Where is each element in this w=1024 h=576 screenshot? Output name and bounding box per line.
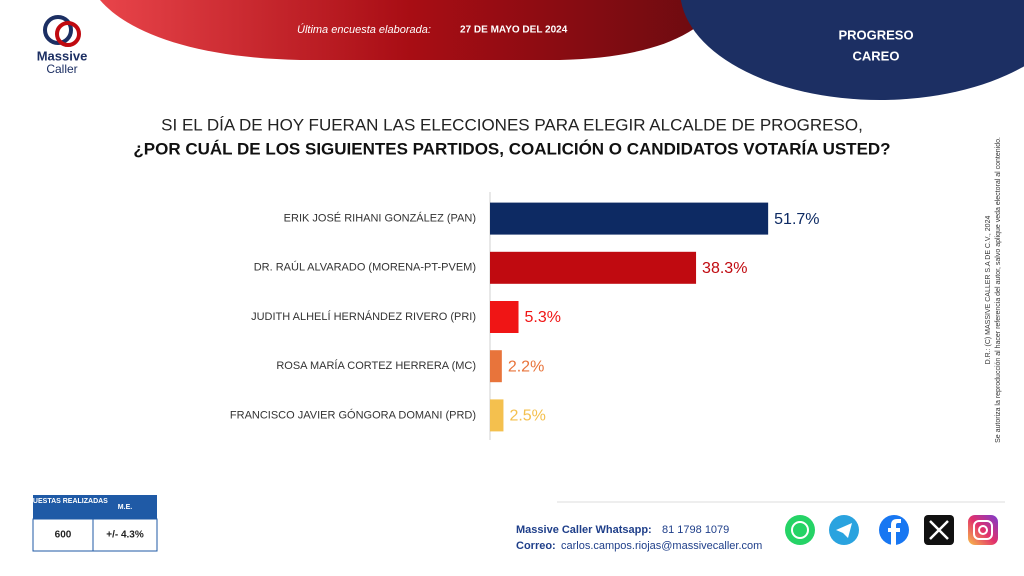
logo-text: Massive [37,48,88,63]
whatsapp-label: Massive Caller Whatsapp: [516,524,652,536]
whatsapp-icon[interactable] [785,515,815,545]
social-icons [785,515,998,545]
mode: CAREO [853,48,900,63]
category-label: FRANCISCO JAVIER GÓNGORA DOMANI (PRD) [230,408,476,421]
whatsapp: 81 1798 1079 [662,524,729,536]
side-note: D.R.: (C) MASSIVE CALLER S.A DE C.V., 20… [985,216,992,365]
summary-table [32,495,158,552]
value-label: 2.2% [508,358,544,375]
email-label: Correo: [516,540,556,552]
header-circle [680,0,1024,100]
bar [490,301,519,333]
survey-label: Última encuesta elaborada: [297,23,431,36]
bar [490,202,769,235]
email: carlos.campos.riojas@massivecaller.com [561,540,762,552]
table-header: M.E. [118,504,132,511]
value-label: 38.3% [702,260,747,277]
value-label: 51.7% [774,211,819,228]
logo [43,15,81,47]
value-label: 5.3% [525,309,561,326]
instagram-icon[interactable] [968,515,998,545]
category-label: DR. RAÚL ALVARADO (MORENA-PT-PVEM) [254,261,476,274]
bar [490,350,502,383]
side-note: Se autoriza la reproducción al hacer ref… [995,137,1002,443]
chart-title: SI EL DÍA DE HOY FUERAN LAS ELECCIONES P… [161,115,863,134]
category-label: JUDITH ALHELÍ HERNÁNDEZ RIVERO (PRI) [251,310,476,323]
header-band [100,0,720,60]
logo-text: Caller [46,62,77,76]
table-cell: +/- 4.3% [106,530,144,541]
place: PROGRESO [838,27,913,42]
bar [490,251,697,284]
category-label: ROSA MARÍA CORTEZ HERRERA (MC) [276,359,476,372]
table-header: ENCUESTAS REALIZADAS [18,498,108,505]
survey-date: 27 DE MAYO DEL 2024 [460,25,568,36]
category-label: ERIK JOSÉ RIHANI GONZÁLEZ (PAN) [284,212,476,225]
bar [490,399,504,432]
chart-subtitle: ¿POR CUÁL DE LOS SIGUIENTES PARTIDOS, CO… [133,139,890,158]
table-cell: 600 [55,530,72,541]
value-label: 2.5% [509,408,545,425]
